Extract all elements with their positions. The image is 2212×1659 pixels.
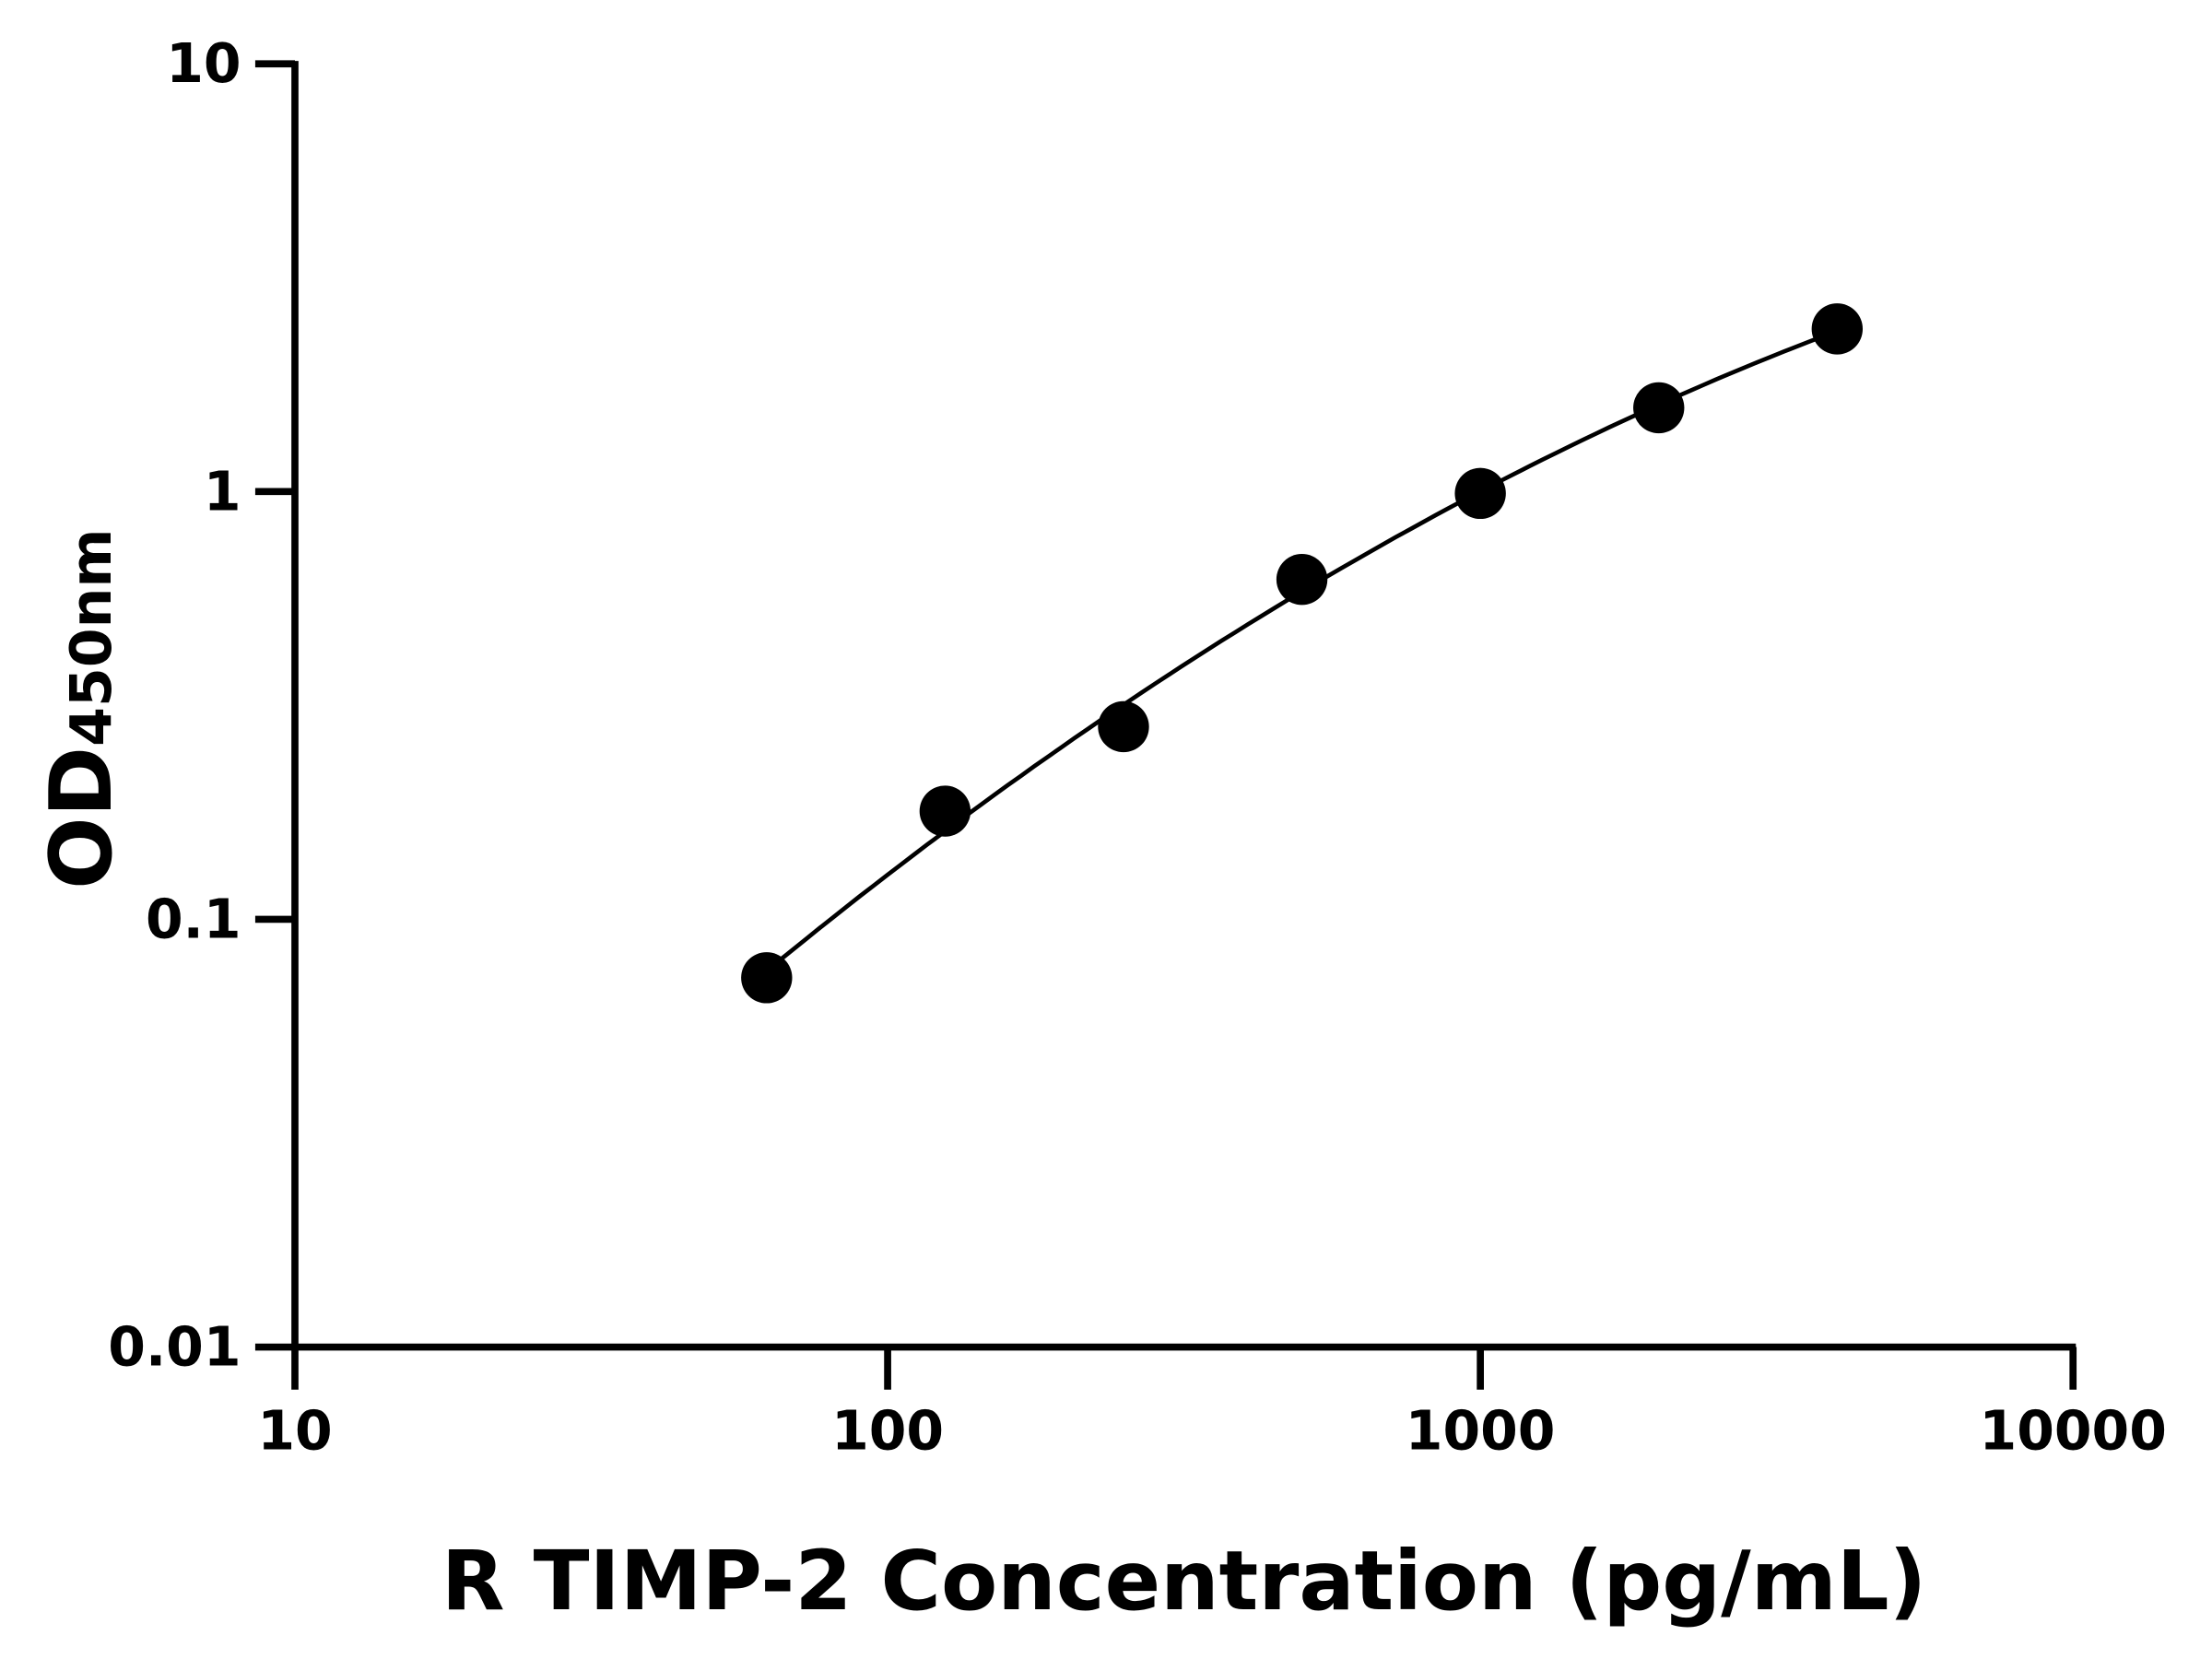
x-tick-label: 1000 [1406, 1399, 1556, 1462]
y-axis-label-subscript: 450nm [58, 529, 124, 747]
data-point [919, 785, 971, 837]
y-tick-label: 0.01 [108, 1316, 241, 1379]
fit-curve [765, 328, 1839, 973]
axes [291, 61, 2077, 1351]
x-tick-label: 10000 [1980, 1399, 2167, 1462]
y-tick-label: 10 [166, 32, 241, 95]
x-axis-label: R TIMP-2 Concentration (pg/mL) [441, 1534, 1926, 1630]
data-point [1633, 382, 1685, 434]
x-tick-label: 100 [831, 1399, 944, 1462]
data-point [1276, 554, 1328, 606]
y-axis-label: OD450nm [31, 529, 131, 889]
data-point [1454, 467, 1506, 520]
data-point [1098, 700, 1149, 753]
x-tick-label: 10 [257, 1399, 332, 1462]
data-point [1811, 303, 1864, 355]
y-tick-label: 1 [204, 460, 241, 523]
data-point [741, 952, 793, 1004]
y-tick-label: 0.1 [146, 888, 241, 950]
y-axis-label-main: OD [31, 747, 131, 889]
